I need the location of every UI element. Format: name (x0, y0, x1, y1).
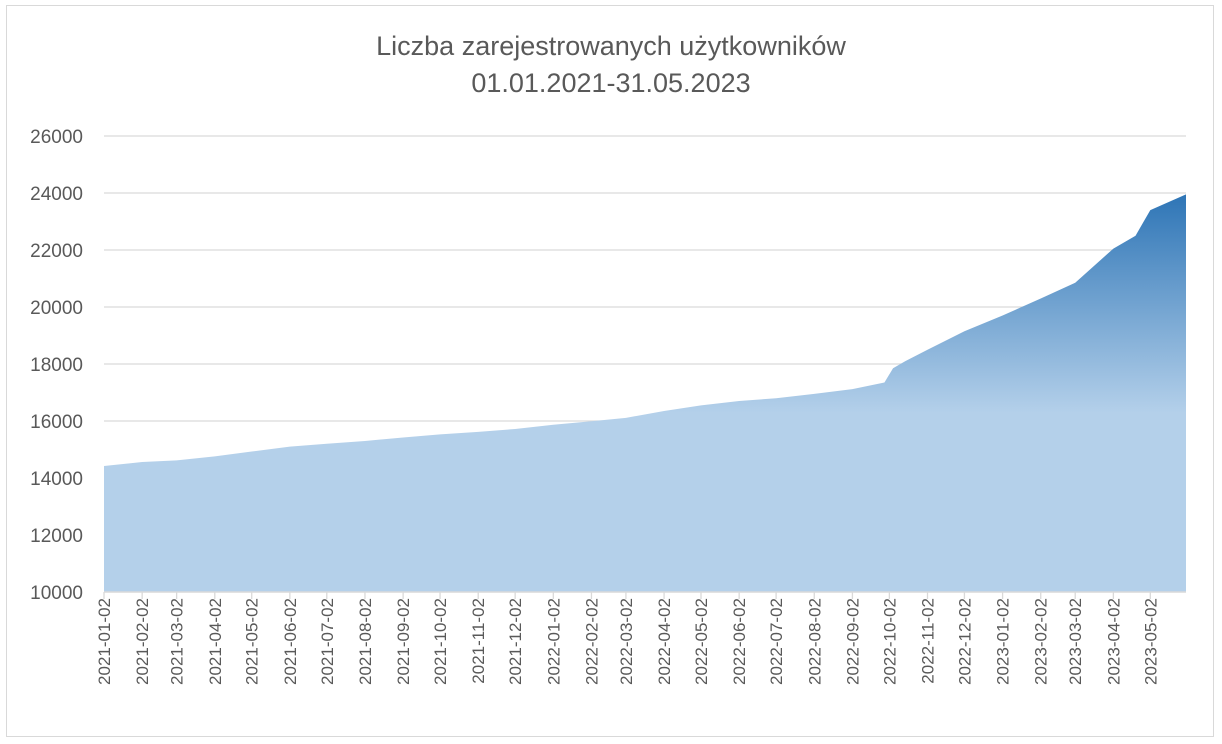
y-tick-label: 12000 (30, 526, 83, 547)
x-tick-label: 2022-09-02 (843, 598, 862, 685)
x-tick-label: 2021-04-02 (206, 598, 225, 685)
x-tick-label: 2022-06-02 (730, 598, 749, 685)
x-tick-label: 2022-12-02 (955, 598, 974, 685)
x-tick-label: 2021-01-02 (95, 598, 114, 685)
x-tick-label: 2022-04-02 (655, 598, 674, 685)
x-tick-label: 2021-07-02 (318, 598, 337, 685)
x-tick-labels: 2021-01-02 2021-02-02 2021-03-02 2021-04-02… (95, 598, 1160, 685)
y-tick-label: 24000 (30, 184, 83, 205)
x-tick-label: 2023-03-02 (1066, 598, 1085, 685)
x-tick-label: 2023-01-02 (994, 598, 1013, 685)
y-tick-label: 22000 (30, 241, 83, 262)
chart-title-block: Liczba zarejestrowanych użytkowników 01.… (0, 28, 1222, 102)
y-tick-label: 20000 (30, 298, 83, 319)
x-tick-label: 2021-08-02 (356, 598, 375, 685)
series-area-fill (104, 194, 1186, 592)
x-tick-label: 2021-06-02 (281, 598, 300, 685)
x-tick-label: 2022-08-02 (805, 598, 824, 685)
x-tick-label: 2021-10-02 (431, 598, 450, 685)
x-tick-label: 2022-11-02 (919, 598, 938, 684)
x-tick-label: 2021-03-02 (168, 598, 187, 685)
series-area (104, 194, 1186, 592)
x-tick-label: 2021-12-02 (506, 598, 525, 685)
x-tick-label: 2023-04-02 (1104, 598, 1123, 685)
axes (103, 591, 1186, 599)
x-tick-label: 2021-02-02 (133, 598, 152, 685)
x-tick-label: 2022-03-02 (617, 598, 636, 685)
chart-title: Liczba zarejestrowanych użytkowników (376, 31, 846, 61)
y-tick-label: 18000 (30, 355, 83, 376)
y-tick-label: 10000 (30, 583, 83, 604)
x-tick-label: 2022-05-02 (692, 598, 711, 685)
y-tick-label: 26000 (30, 127, 83, 148)
x-tick-label: 2021-11-02 (469, 598, 488, 684)
x-tick-label: 2021-09-02 (394, 598, 413, 685)
x-tick-label: 2023-02-02 (1032, 598, 1051, 685)
y-tick-label: 14000 (30, 469, 83, 490)
x-tick-label: 2022-02-02 (582, 598, 601, 685)
chart-subtitle: 01.01.2021-31.05.2023 (471, 68, 751, 98)
x-tick-label: 2023-05-02 (1141, 598, 1160, 685)
x-tick-label: 2022-10-02 (880, 598, 899, 685)
y-tick-labels: 10000 12000 14000 16000 18000 20000 22000 24000… (30, 127, 83, 604)
y-tick-label: 16000 (30, 412, 83, 433)
x-tick-label: 2022-07-02 (767, 598, 786, 685)
x-tick-label: 2021-05-02 (243, 598, 262, 685)
x-tick-label: 2022-01-02 (544, 598, 563, 685)
